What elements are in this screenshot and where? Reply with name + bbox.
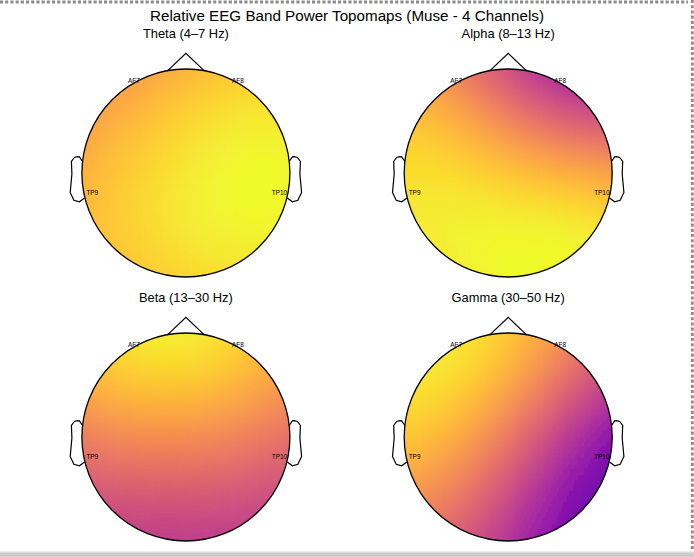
svg-text:TP9: TP9 — [86, 453, 98, 460]
svg-text:AF7: AF7 — [450, 341, 462, 348]
svg-text:TP10: TP10 — [594, 453, 610, 460]
svg-text:Theta (4–7 Hz): Theta (4–7 Hz) — [143, 26, 229, 41]
svg-text:AF8: AF8 — [232, 77, 244, 84]
svg-text:TP9: TP9 — [86, 189, 98, 196]
svg-text:TP9: TP9 — [409, 453, 421, 460]
svg-text:Alpha (8–13 Hz): Alpha (8–13 Hz) — [462, 26, 555, 41]
svg-text:TP10: TP10 — [594, 189, 610, 196]
svg-text:AF8: AF8 — [554, 341, 566, 348]
svg-text:TP10: TP10 — [272, 453, 288, 460]
svg-text:Relative EEG Band Power Topoma: Relative EEG Band Power Topomaps (Muse -… — [150, 7, 544, 24]
svg-text:AF7: AF7 — [128, 77, 140, 84]
svg-text:AF7: AF7 — [450, 77, 462, 84]
svg-text:AF7: AF7 — [128, 341, 140, 348]
svg-text:Gamma (30–50 Hz): Gamma (30–50 Hz) — [452, 290, 565, 305]
svg-text:TP10: TP10 — [272, 189, 288, 196]
svg-text:AF8: AF8 — [554, 77, 566, 84]
svg-text:AF8: AF8 — [232, 341, 244, 348]
svg-text:TP9: TP9 — [409, 189, 421, 196]
svg-text:Beta (13–30 Hz): Beta (13–30 Hz) — [139, 290, 233, 305]
